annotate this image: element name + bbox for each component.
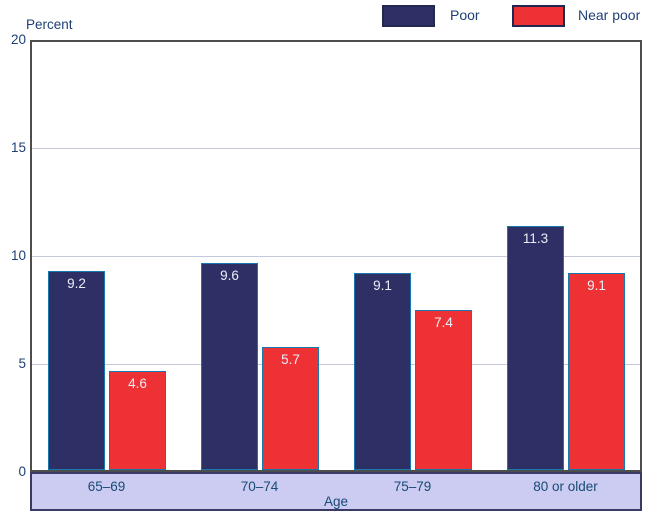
legend-label-near-poor: Near poor bbox=[578, 7, 641, 23]
x-category-3: 75–79 bbox=[393, 479, 432, 494]
y-tick-10: 10 bbox=[10, 248, 26, 263]
bar-poor-75–79: 9.1 bbox=[354, 273, 411, 470]
bar-value-label: 4.6 bbox=[128, 375, 147, 391]
bar-near-poor-65–69: 4.6 bbox=[109, 370, 166, 470]
plot-area: 9.2 4.6 9.6 5.7 9.1 7.4 11.3 9.1 bbox=[30, 40, 642, 472]
legend-swatch-poor bbox=[382, 5, 435, 27]
bar-near-poor-75–79: 7.4 bbox=[415, 310, 472, 470]
bar-poor-80 or older: 11.3 bbox=[507, 225, 564, 470]
gridline-5 bbox=[32, 364, 640, 365]
x-category-4: 80 or older bbox=[533, 479, 598, 494]
bar-value-label: 11.3 bbox=[522, 230, 549, 246]
x-category-1: 65–69 bbox=[87, 479, 126, 494]
bar-value-label: 9.1 bbox=[373, 278, 392, 294]
bar-value-label: 9.6 bbox=[220, 267, 239, 283]
x-axis-band: Age 65–69 70–74 75–79 80 or older bbox=[30, 472, 642, 511]
y-tick-20: 20 bbox=[10, 32, 26, 47]
bar-value-label: 5.7 bbox=[281, 351, 300, 367]
x-category-2: 70–74 bbox=[240, 479, 279, 494]
y-axis-title: Percent bbox=[26, 17, 73, 32]
bar-value-label: 9.2 bbox=[67, 276, 86, 292]
bar-value-label: 7.4 bbox=[434, 315, 453, 331]
bar-near-poor-80 or older: 9.1 bbox=[568, 273, 625, 470]
legend-label-poor: Poor bbox=[450, 7, 480, 23]
gridline-15 bbox=[32, 148, 640, 149]
gridline-10 bbox=[32, 256, 640, 257]
y-tick-0: 0 bbox=[18, 464, 26, 479]
y-tick-15: 15 bbox=[10, 140, 26, 155]
x-axis-title: Age bbox=[323, 494, 349, 509]
legend-swatch-near-poor bbox=[512, 5, 565, 27]
bar-poor-65–69: 9.2 bbox=[48, 271, 105, 470]
bar-near-poor-70–74: 5.7 bbox=[262, 346, 319, 470]
bar-poor-70–74: 9.6 bbox=[201, 262, 258, 470]
y-tick-5: 5 bbox=[18, 356, 26, 371]
bar-value-label: 9.1 bbox=[587, 278, 606, 294]
